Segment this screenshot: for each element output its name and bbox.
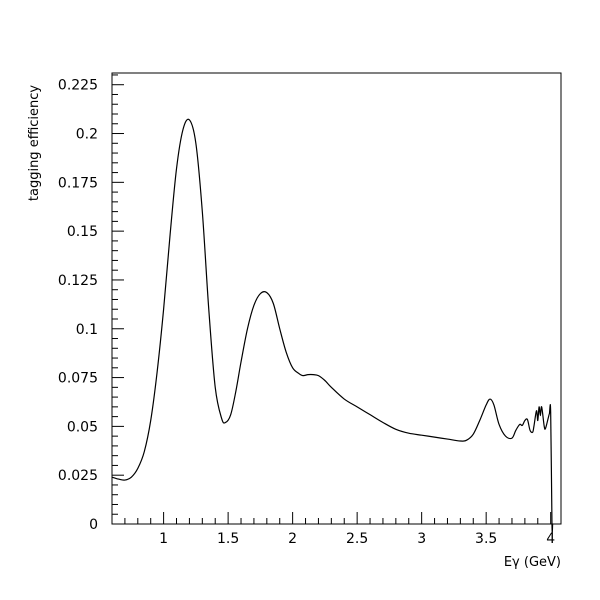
- y-tick-label: 0.225: [58, 78, 98, 94]
- y-axis-title: tagging efficiency: [27, 85, 42, 202]
- series-line: [111, 118, 554, 533]
- y-tick-label: 0.1: [76, 322, 98, 338]
- plot-border: [111, 72, 562, 525]
- x-axis-tick-labels: 1 1.5 2 2.5 3 3.5 4: [159, 531, 555, 547]
- x-tick-label: 2: [288, 531, 297, 547]
- x-tick-label: 2.5: [346, 531, 368, 547]
- x-tick-label: 3: [417, 531, 426, 547]
- y-tick-label: 0.2: [76, 127, 98, 143]
- y-tick-label: 0.15: [67, 224, 98, 240]
- y-tick-label: 0.175: [58, 175, 98, 191]
- y-axis-tick-labels: 0 0.025 0.05 0.075 0.1 0.125 0.15 0.175 0.2 0.225: [58, 78, 98, 533]
- y-tick-label: 0.025: [58, 468, 98, 484]
- x-tick-label: 4: [546, 531, 555, 547]
- y-tick-label: 0.05: [67, 419, 98, 435]
- y-tick-label: 0.125: [58, 273, 98, 289]
- y-tick-label: 0: [89, 517, 98, 533]
- series-layer: [111, 118, 554, 533]
- x-tick-label: 3.5: [475, 531, 497, 547]
- x-tick-label: 1.5: [217, 531, 239, 547]
- x-axis-ticks: [111, 512, 552, 524]
- x-axis-title: Eγ (GeV): [504, 555, 561, 570]
- y-axis-ticks: [112, 74, 124, 525]
- plot-frame: [111, 72, 562, 525]
- y-tick-label: 0.075: [58, 371, 98, 387]
- x-tick-label: 1: [159, 531, 168, 547]
